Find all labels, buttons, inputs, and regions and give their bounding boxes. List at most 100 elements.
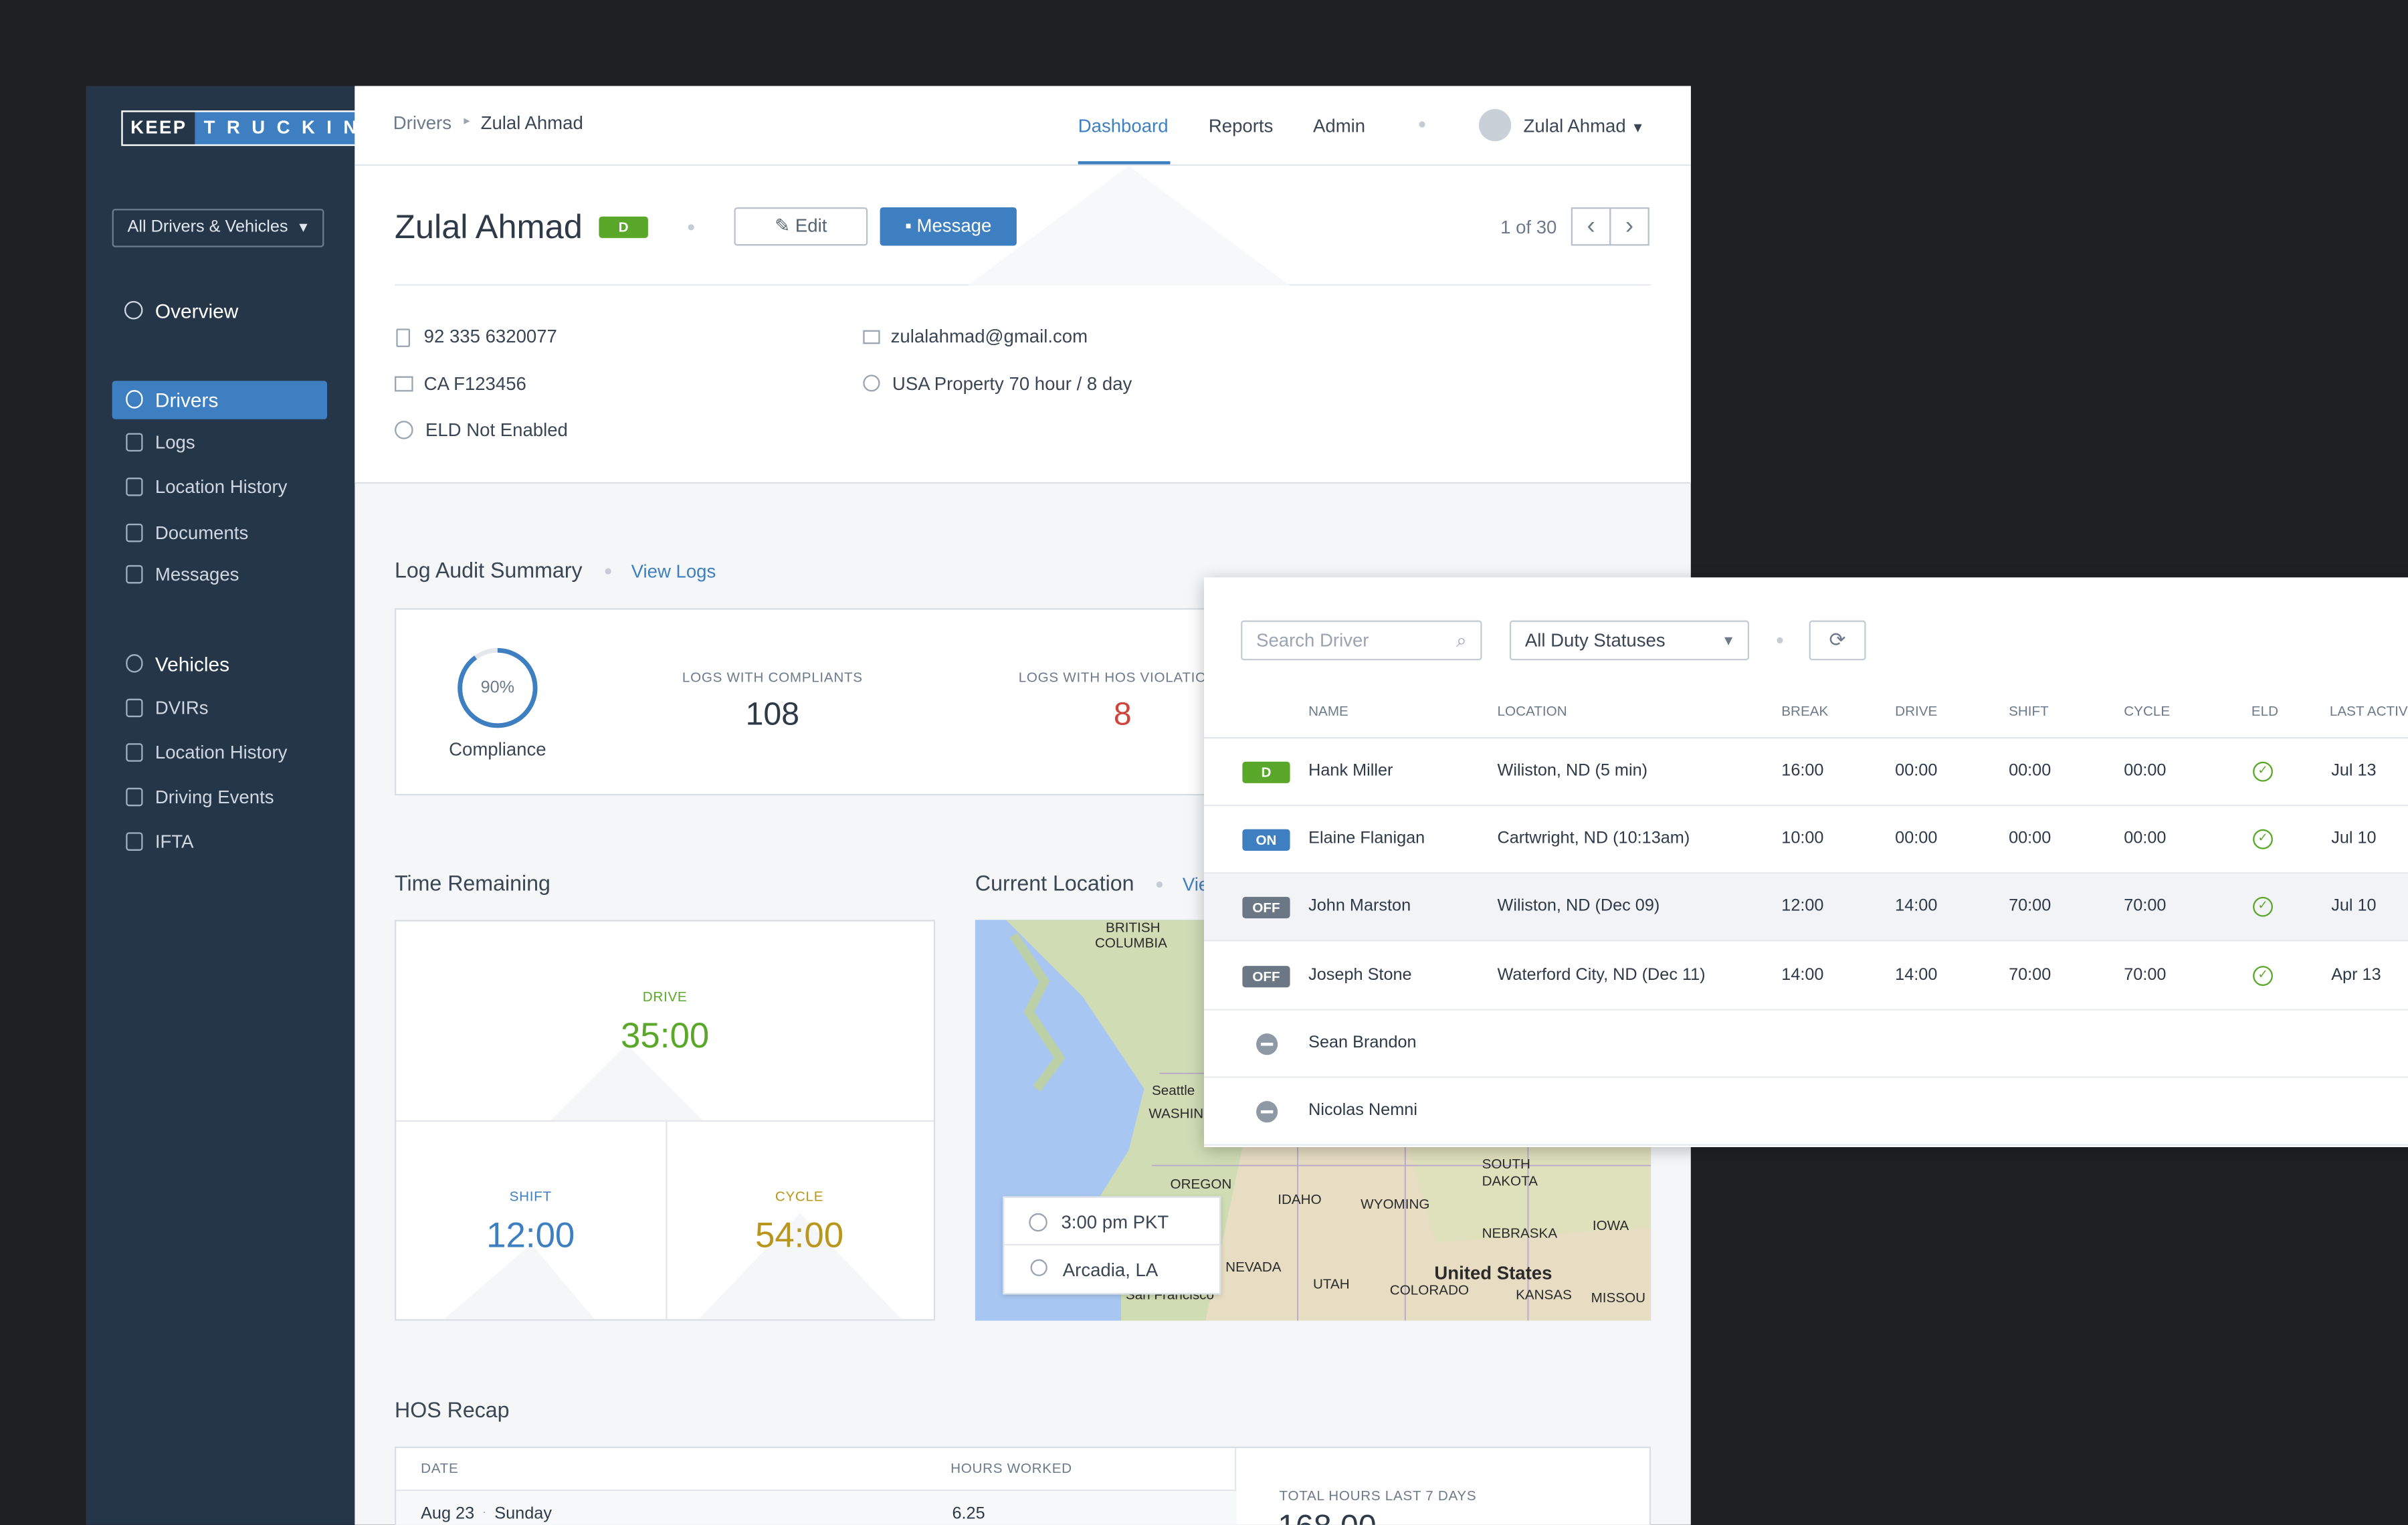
- nav-item[interactable]: IFTA: [155, 831, 194, 853]
- driver-row[interactable]: [1204, 874, 2408, 942]
- dot: [1777, 637, 1783, 643]
- eld-icon: [395, 421, 413, 439]
- edit-label: Edit: [795, 215, 827, 237]
- decor-triangle: [967, 165, 1290, 286]
- nav-icon: [126, 523, 143, 542]
- nav-icon: [126, 565, 143, 584]
- message-button[interactable]: ▪ Message: [880, 207, 1017, 246]
- driver-row[interactable]: [1204, 806, 2408, 874]
- user-menu[interactable]: Zulal Ahmad ▼: [1524, 115, 1645, 136]
- prev-button[interactable]: ‹: [1571, 207, 1611, 246]
- nav-dashboard[interactable]: Dashboard: [1078, 115, 1169, 137]
- fleet-filter-label: All Drivers & Vehicles: [127, 218, 288, 237]
- nav-item[interactable]: Driving Events: [155, 786, 274, 808]
- nav-reports[interactable]: Reports: [1208, 115, 1274, 137]
- nav-active-underline: [1078, 161, 1171, 165]
- cell-cycle: 00:00: [2124, 761, 2167, 781]
- next-button[interactable]: ›: [1609, 207, 1649, 246]
- map-label: Seattle: [1151, 1082, 1195, 1098]
- nav-icon: [126, 743, 143, 762]
- dropdown-arrow: ▼: [1631, 120, 1645, 136]
- nav-item[interactable]: Logs: [155, 431, 195, 453]
- location-time: 3:00 pm PKT: [1061, 1211, 1169, 1233]
- driver-name: Nicolas Nemni: [1308, 1101, 1417, 1120]
- duty-filter-label: All Duty Statuses: [1524, 629, 1666, 651]
- map-label: OREGON: [1170, 1176, 1232, 1192]
- message-label: Message: [916, 215, 992, 237]
- fleet-filter[interactable]: All Drivers & Vehicles ▼: [112, 209, 324, 247]
- email: zulalahmad@gmail.com: [890, 325, 1088, 347]
- metric-value: 8: [1113, 697, 1132, 733]
- logo-left: KEEP: [122, 112, 195, 144]
- nav-item[interactable]: Drivers: [155, 388, 219, 412]
- nav-item[interactable]: Messages: [155, 563, 239, 585]
- edit-button[interactable]: ✎ Edit: [734, 207, 868, 246]
- breadcrumb-root[interactable]: Drivers: [393, 112, 452, 134]
- map-label: United States: [1434, 1262, 1552, 1284]
- drive-value: 35:00: [621, 1015, 710, 1055]
- nav-item[interactable]: DVIRs: [155, 697, 209, 719]
- nav-icon: [126, 832, 143, 851]
- view-logs-link[interactable]: View Logs: [631, 561, 716, 583]
- total-label: TOTAL HOURS LAST 7 DAYS: [1279, 1488, 1477, 1504]
- section-title: Time Remaining: [395, 870, 550, 896]
- cell-break: 12:00: [1781, 897, 1824, 916]
- total-value: 168.00: [1278, 1510, 1376, 1525]
- dot: [1419, 121, 1425, 128]
- driver-row[interactable]: [1204, 1078, 2408, 1146]
- nav-admin[interactable]: Admin: [1313, 115, 1366, 137]
- hos-date: Aug 23: [421, 1505, 475, 1524]
- location-place: Arcadia, LA: [1062, 1259, 1159, 1281]
- eld-check: ✓: [2253, 761, 2273, 782]
- last-active: Jul 10: [2331, 829, 2377, 848]
- driver-name: Sean Brandon: [1308, 1033, 1417, 1052]
- section-title: Current Location: [975, 870, 1134, 896]
- map-label: SOUTH: [1482, 1156, 1530, 1172]
- dot: [605, 568, 611, 575]
- eld-check: ✓: [2253, 965, 2273, 986]
- overview-icon: [124, 301, 143, 320]
- search-input[interactable]: Search Driver ⌕: [1241, 620, 1482, 661]
- hos-day: Sunday: [494, 1505, 552, 1524]
- avatar: [1478, 109, 1512, 142]
- cell-break: 16:00: [1781, 761, 1824, 781]
- column-header[interactable]: NAME: [1308, 703, 1348, 719]
- driver-name: Elaine Flanigan: [1308, 829, 1425, 848]
- nav-icon: [126, 390, 143, 409]
- cell-shift: 70:00: [2009, 897, 2051, 916]
- cell-shift: 00:00: [2009, 761, 2051, 781]
- hos-hours: 6.25: [952, 1505, 985, 1524]
- hos-column: HOURS WORKED: [950, 1460, 1072, 1476]
- driver-name: John Marston: [1308, 897, 1411, 916]
- refresh-button[interactable]: ⟳: [1809, 620, 1866, 661]
- map-label: COLORADO: [1389, 1282, 1470, 1298]
- nav-item[interactable]: Location History: [155, 741, 288, 764]
- duty-filter[interactable]: All Duty Statuses ▼: [1509, 620, 1750, 661]
- driver-row[interactable]: [1204, 942, 2408, 1010]
- card-decor: [396, 1044, 934, 1320]
- nav-item[interactable]: Location History: [155, 476, 288, 498]
- user-name: Zulal Ahmad: [1523, 115, 1626, 137]
- column-header: ELD: [2251, 703, 2279, 719]
- pager: 1 of 30: [1500, 216, 1557, 238]
- cell-location: Cartwright, ND (10:13am): [1497, 829, 1690, 848]
- nav-item[interactable]: Documents: [155, 522, 249, 544]
- nav-item[interactable]: Vehicles: [155, 652, 230, 676]
- map-label: IDAHO: [1278, 1191, 1322, 1207]
- cell-shift: 00:00: [2009, 829, 2051, 848]
- status-badge: D: [599, 216, 648, 238]
- driver-row[interactable]: [1204, 1010, 2408, 1078]
- cell-location: Waterford City, ND (Dec 11): [1497, 965, 1706, 984]
- nav-overview[interactable]: Overview: [155, 299, 239, 323]
- cycle-icon: [863, 375, 880, 392]
- dropdown-arrow: ▼: [296, 219, 310, 235]
- cell-break: 10:00: [1781, 829, 1824, 848]
- hos-divider: [1234, 1448, 1237, 1525]
- cell-drive: 14:00: [1895, 965, 1938, 984]
- driver-row[interactable]: [1204, 738, 2408, 807]
- compliance-value: 90%: [480, 678, 515, 698]
- clock-icon: [1029, 1213, 1047, 1232]
